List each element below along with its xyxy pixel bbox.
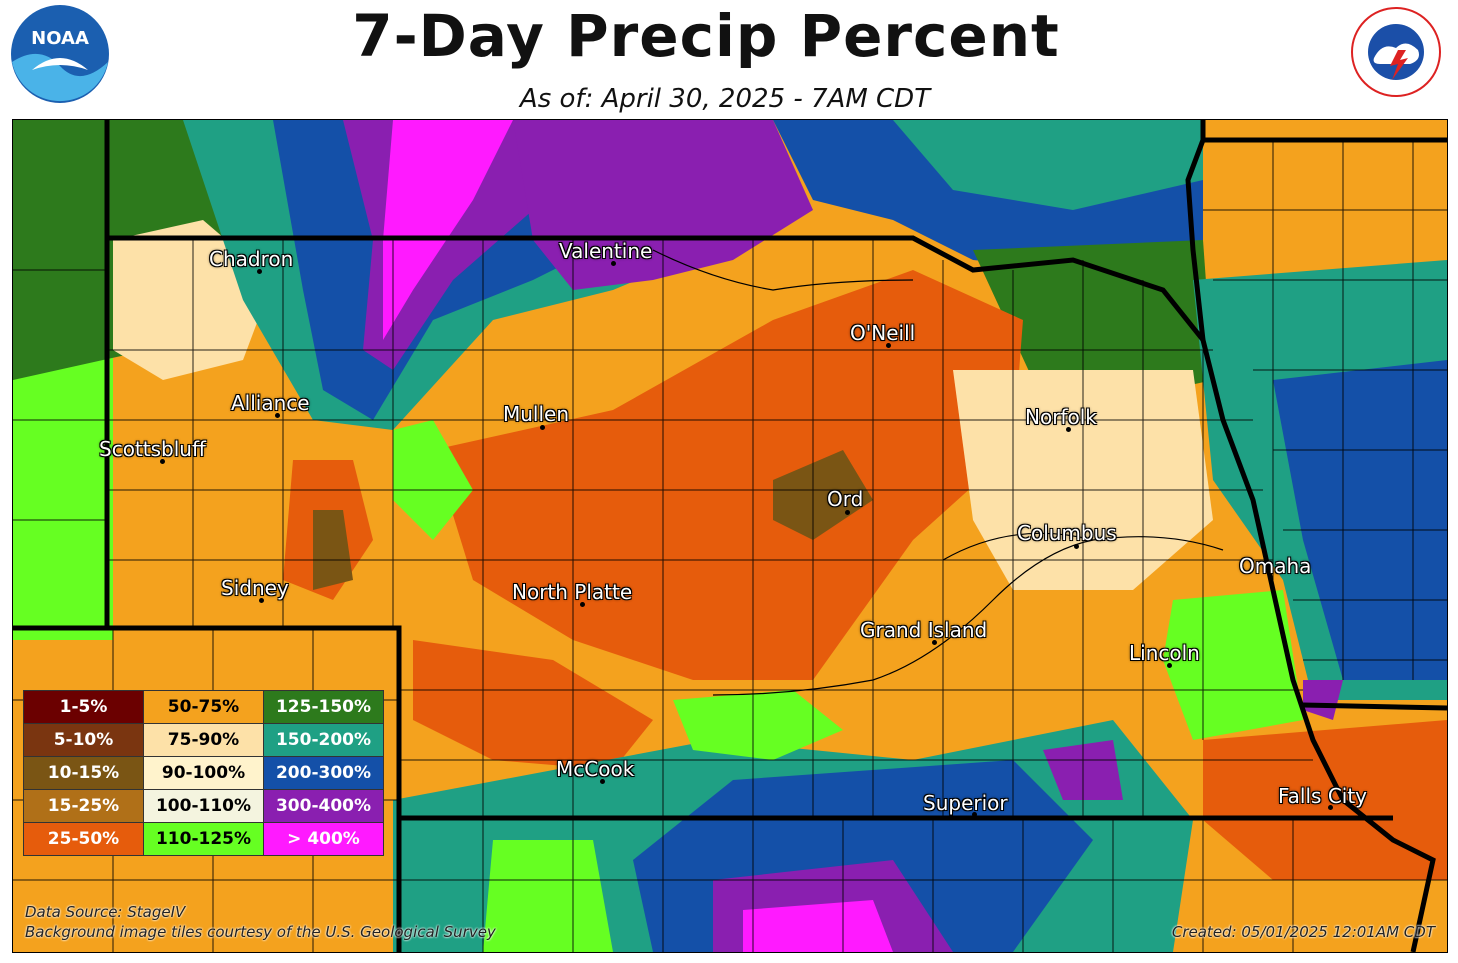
city-dot [257,269,262,274]
city-label-lincoln: Lincoln [1129,641,1200,665]
legend-swatch: 100-110% [143,789,264,823]
city-dot [886,343,891,348]
city-dot [1066,427,1071,432]
svg-text:NOAA: NOAA [31,28,89,49]
city-label-mullen: Mullen [503,402,570,426]
legend-swatch: 50-75% [143,690,264,724]
city-dot [932,640,937,645]
legend-row: 25-50% 110-125% > 400% [23,822,384,856]
city-label-north-platte: North Platte [512,580,633,604]
map-title: 7-Day Precip Percent [352,2,1060,70]
city-dot [275,413,280,418]
legend-row: 1-5% 50-75% 125-150% [23,690,384,724]
city-dot [1074,544,1079,549]
city-label-norfolk: Norfolk [1025,405,1097,429]
legend-swatch: 110-125% [143,822,264,856]
city-dot [972,812,977,817]
city-label-falls-city: Falls City [1278,784,1368,808]
city-dot [540,425,545,430]
legend-row: 10-15% 90-100% 200-300% [23,756,384,790]
city-dot [160,459,165,464]
city-label-grand-island: Grand Island [860,618,988,642]
legend-swatch: 1-5% [23,690,144,724]
noaa-logo: NOAA [11,5,109,103]
city-label-ord: Ord [827,487,864,511]
city-dot [259,598,264,603]
city-dot [845,510,850,515]
precip-legend: 1-5% 50-75% 125-150% 5-10% 75-90% 150-200% 10-… [23,690,384,856]
city-label-valentine: Valentine [559,239,653,263]
legend-swatch: 75-90% [143,723,264,757]
legend-swatch: 25-50% [23,822,144,856]
legend-swatch: 90-100% [143,756,264,790]
precip-map: Chadron Valentine O'Neill Alliance Mulle… [12,119,1448,953]
city-label-mccook: McCook [556,757,635,781]
background-credit-note: Background image tiles courtesy of the U… [25,923,496,941]
city-label-sidney: Sidney [221,576,289,600]
city-label-scottsbluff: Scottsbluff [99,437,206,461]
legend-swatch: 5-10% [23,723,144,757]
city-label-superior: Superior [923,791,1008,815]
nws-logo [1351,7,1441,97]
precip-field [13,120,1447,952]
legend-swatch: 125-150% [263,690,384,724]
legend-swatch: 200-300% [263,756,384,790]
legend-swatch: 150-200% [263,723,384,757]
city-label-chadron: Chadron [209,247,294,271]
map-subtitle: As of: April 30, 2025 - 7AM CDT [519,84,931,114]
city-dot [580,602,585,607]
legend-row: 5-10% 75-90% 150-200% [23,723,384,757]
city-label-omaha: Omaha [1239,554,1312,578]
city-dot [600,779,605,784]
legend-swatch: 15-25% [23,789,144,823]
city-label-alliance: Alliance [231,391,310,415]
city-dot [1167,663,1172,668]
data-source-note: Data Source: StageIV [25,903,186,921]
legend-row: 15-25% 100-110% 300-400% [23,789,384,823]
legend-swatch: > 400% [263,822,384,856]
city-label-oneill: O'Neill [850,321,916,345]
legend-swatch: 10-15% [23,756,144,790]
city-dot [1328,805,1333,810]
created-timestamp: Created: 05/01/2025 12:01AM CDT [1171,923,1435,941]
legend-swatch: 300-400% [263,789,384,823]
city-dot [611,261,616,266]
city-label-columbus: Columbus [1017,521,1117,545]
